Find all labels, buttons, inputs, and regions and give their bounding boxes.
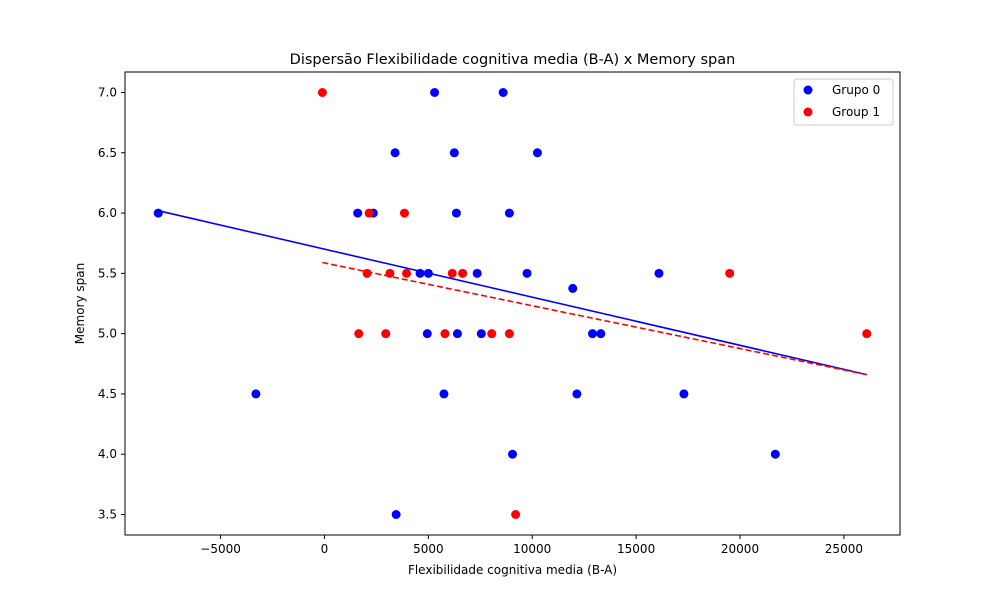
- data-point: [354, 329, 364, 339]
- y-tick-label: 6.0: [98, 206, 117, 220]
- legend-box: [793, 78, 894, 126]
- data-point: [439, 389, 449, 399]
- data-point: [381, 329, 391, 339]
- data-point: [862, 329, 872, 339]
- x-tick-label: 20000: [721, 542, 759, 556]
- data-point: [522, 268, 532, 278]
- data-point: [364, 208, 374, 218]
- plot-frame: [124, 71, 901, 536]
- data-point: [451, 208, 461, 218]
- data-point: [452, 329, 462, 339]
- x-tick-label: 25000: [825, 542, 863, 556]
- data-point: [568, 283, 578, 293]
- data-point: [153, 208, 163, 218]
- data-point: [449, 148, 459, 158]
- y-tick-label: 3.5: [98, 508, 117, 522]
- data-point: [654, 268, 664, 278]
- chart-title: Dispersão Flexibilidade cognitiva media …: [290, 52, 736, 68]
- x-tick-label: 10000: [513, 542, 551, 556]
- data-point: [362, 268, 372, 278]
- y-tick-label: 7.0: [98, 85, 117, 99]
- data-point: [511, 510, 521, 520]
- x-axis: −5000 0 5000 10000 15000 20000 25000: [200, 535, 863, 556]
- y-axis-label: Memory span: [73, 263, 87, 344]
- data-point: [587, 329, 597, 339]
- x-tick-label: 15000: [617, 542, 655, 556]
- x-tick-label: 0: [321, 542, 329, 556]
- series-1: [317, 87, 872, 520]
- data-point: [251, 389, 261, 399]
- x-tick-label: −5000: [200, 542, 241, 556]
- plot-area: [153, 87, 872, 520]
- legend-entry-label: Grupo 0: [832, 83, 880, 97]
- data-point: [391, 510, 401, 520]
- data-point: [422, 329, 432, 339]
- legend-marker: [803, 85, 813, 95]
- data-point: [508, 449, 517, 459]
- data-point: [402, 268, 412, 278]
- x-tick-label: 5000: [413, 542, 444, 556]
- y-tick-label: 4.0: [98, 447, 117, 461]
- y-tick-label: 4.5: [98, 387, 117, 401]
- data-point: [440, 329, 450, 339]
- data-point: [596, 329, 606, 339]
- data-point: [472, 268, 482, 278]
- data-point: [353, 208, 363, 218]
- data-point: [476, 329, 486, 339]
- x-axis-label: Flexibilidade cognitiva media (B-A): [408, 563, 617, 577]
- y-axis: 3.5 4.0 4.5 5.0 5.5 6.0 6.5 7.0: [98, 85, 125, 522]
- trend-line-1: [322, 261, 867, 376]
- data-point: [572, 389, 582, 399]
- data-point: [504, 208, 514, 218]
- data-point: [458, 268, 468, 278]
- y-tick-label: 6.5: [98, 146, 117, 160]
- legend-marker: [803, 107, 813, 117]
- y-tick-label: 5.5: [98, 266, 117, 280]
- trend-line-0: [158, 209, 867, 376]
- data-point: [532, 148, 542, 158]
- data-point: [447, 268, 457, 278]
- y-tick-label: 5.0: [98, 327, 117, 341]
- data-point: [317, 87, 327, 97]
- legend-entry-label: Group 1: [832, 105, 880, 119]
- data-point: [770, 449, 780, 459]
- data-point: [498, 87, 508, 97]
- data-point: [399, 208, 409, 218]
- data-point: [430, 87, 440, 97]
- data-point: [504, 329, 514, 339]
- data-point: [679, 389, 689, 399]
- legend: Grupo 0 Group 1: [793, 78, 894, 126]
- data-point: [725, 268, 735, 278]
- data-point: [390, 148, 400, 158]
- data-point: [487, 329, 497, 339]
